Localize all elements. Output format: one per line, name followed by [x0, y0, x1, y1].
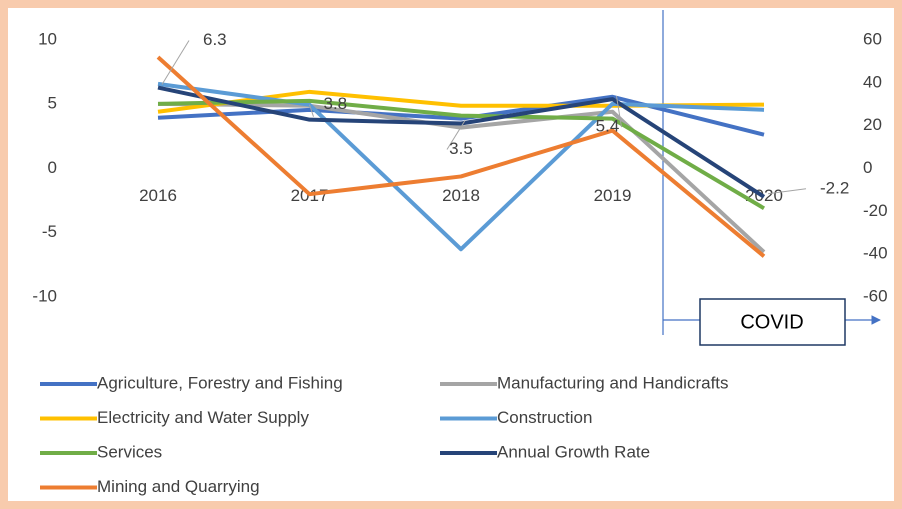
y-tick-label: 10: [38, 29, 57, 48]
data-label: 5.4: [596, 117, 620, 136]
legend-label: Construction: [497, 408, 592, 427]
data-label: 6.3: [203, 30, 227, 49]
y2-tick-label: -20: [863, 201, 888, 220]
legend-label: Mining and Quarrying: [97, 477, 260, 496]
y-tick-label: 5: [48, 94, 57, 113]
x-tick-label: 2019: [594, 186, 632, 205]
label-leader: [616, 96, 622, 128]
series-line: [157, 98, 766, 211]
x-tick-label: 2018: [442, 186, 480, 205]
data-label: 3.8: [324, 94, 348, 113]
y-tick-label: 0: [48, 158, 57, 177]
y2-tick-label: -40: [863, 244, 888, 263]
series-line: [157, 81, 765, 252]
legend-label: Electricity and Water Supply: [97, 408, 309, 427]
y-tick-label: -5: [42, 222, 57, 241]
legend-label: Annual Growth Rate: [497, 442, 650, 461]
covid-box: [699, 298, 846, 346]
y-tick-label: -10: [32, 286, 57, 305]
series-line: [157, 85, 766, 199]
label-leader: [446, 120, 466, 150]
series-line: [156, 55, 766, 258]
legend-label: Agriculture, Forestry and Fishing: [97, 373, 343, 392]
legend-label: Manufacturing and Handicrafts: [497, 373, 729, 392]
label-leader: [309, 104, 314, 117]
y2-tick-label: 20: [863, 115, 882, 134]
data-label: 3.5: [449, 139, 473, 158]
y2-tick-label: 60: [863, 29, 882, 48]
series-line: [157, 94, 765, 137]
data-label: -2.2: [820, 178, 849, 197]
legend-label: Services: [97, 442, 162, 461]
y2-tick-label: 40: [863, 72, 882, 91]
annotation: COVID: [740, 311, 803, 333]
label-leader: [161, 40, 190, 85]
label-leader: [767, 188, 807, 195]
x-tick-label: 2016: [139, 186, 177, 205]
y2-tick-label: -60: [863, 286, 888, 305]
y2-tick-label: 0: [863, 158, 872, 177]
